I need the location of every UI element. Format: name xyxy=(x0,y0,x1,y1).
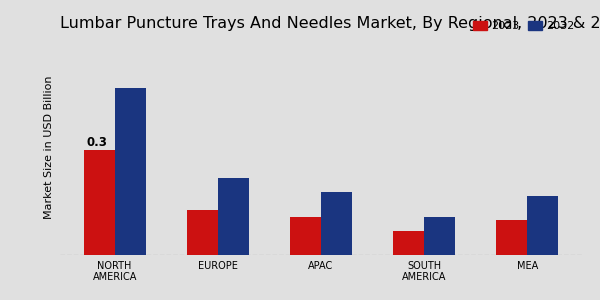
Bar xyxy=(290,217,321,255)
Bar xyxy=(84,151,115,255)
Y-axis label: Market Size in USD Billion: Market Size in USD Billion xyxy=(44,75,55,219)
Bar xyxy=(496,220,527,255)
Text: 0.3: 0.3 xyxy=(87,136,107,149)
Bar xyxy=(321,192,352,255)
Bar xyxy=(424,217,455,255)
Legend: 2023, 2032: 2023, 2032 xyxy=(471,19,577,34)
Bar xyxy=(527,196,558,255)
Bar xyxy=(218,178,249,255)
Text: Lumbar Puncture Trays And Needles Market, By Regional, 2023 & 2032: Lumbar Puncture Trays And Needles Market… xyxy=(60,16,600,31)
Bar xyxy=(393,231,424,255)
Bar xyxy=(115,88,146,255)
Bar xyxy=(187,210,218,255)
